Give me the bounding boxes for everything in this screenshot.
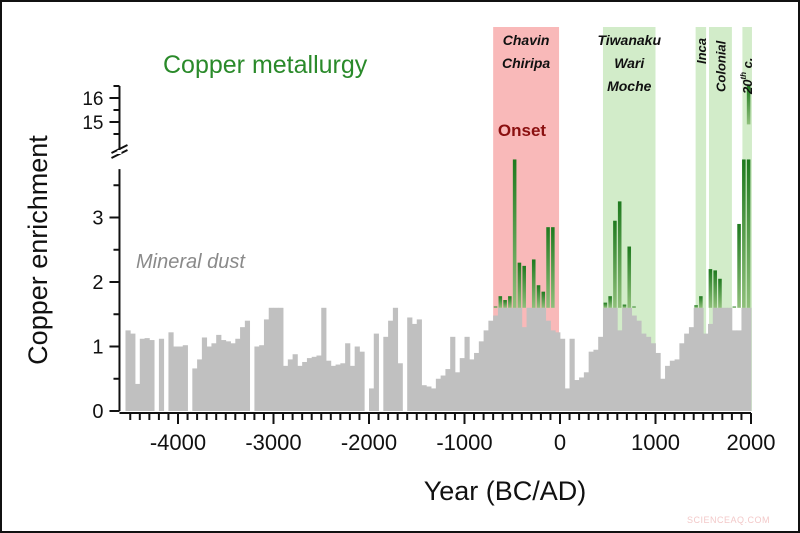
copper-metallurgy-label: Copper metallurgy — [163, 51, 368, 79]
x-tick-label: 2000 — [727, 430, 776, 455]
x-tick-label: 1000 — [631, 430, 680, 455]
y-tick-label: 1 — [92, 337, 103, 359]
period-label: Tiwanaku — [597, 32, 661, 48]
x-tick-label: -1000 — [436, 430, 492, 455]
y-tick-label: 16 — [82, 89, 103, 110]
period-label: Colonial — [713, 40, 728, 92]
x-tick-label: -4000 — [150, 430, 206, 455]
period-label: Chiripa — [502, 55, 550, 71]
period-label: 20th c. — [739, 58, 755, 96]
x-tick-label: -2000 — [341, 430, 397, 455]
mineral-dust-bars — [125, 307, 752, 411]
axes: 0 1 2 3 15 16 -4000 -3000 -2000 -1000 0 1000 2000 Yea… — [23, 85, 776, 506]
period-label: Inca — [694, 38, 709, 64]
y-tick-label: 0 — [92, 401, 103, 423]
period-band-2 — [695, 27, 707, 411]
watermark: SCIENCEAQ.COM — [686, 515, 770, 525]
copper-bars — [493, 86, 751, 308]
y-axis-title: Copper enrichment — [23, 135, 53, 365]
period-label: Wari — [614, 55, 645, 71]
y-tick-label: 15 — [82, 113, 103, 134]
mineral-dust-label: Mineral dust — [136, 251, 246, 273]
period-label: Moche — [607, 78, 652, 94]
x-axis-title: Year (BC/AD) — [424, 476, 587, 506]
x-tick-label: 0 — [554, 430, 566, 455]
onset-label: Onset — [498, 121, 547, 140]
period-label: Chavin — [503, 32, 550, 48]
labels: Chavin Chiripa Tiwanaku Wari Moche Inca Coloni… — [136, 32, 755, 273]
x-tick-label: -3000 — [245, 430, 301, 455]
y-tick-label: 3 — [92, 208, 103, 230]
y-tick-label: 2 — [92, 272, 103, 294]
